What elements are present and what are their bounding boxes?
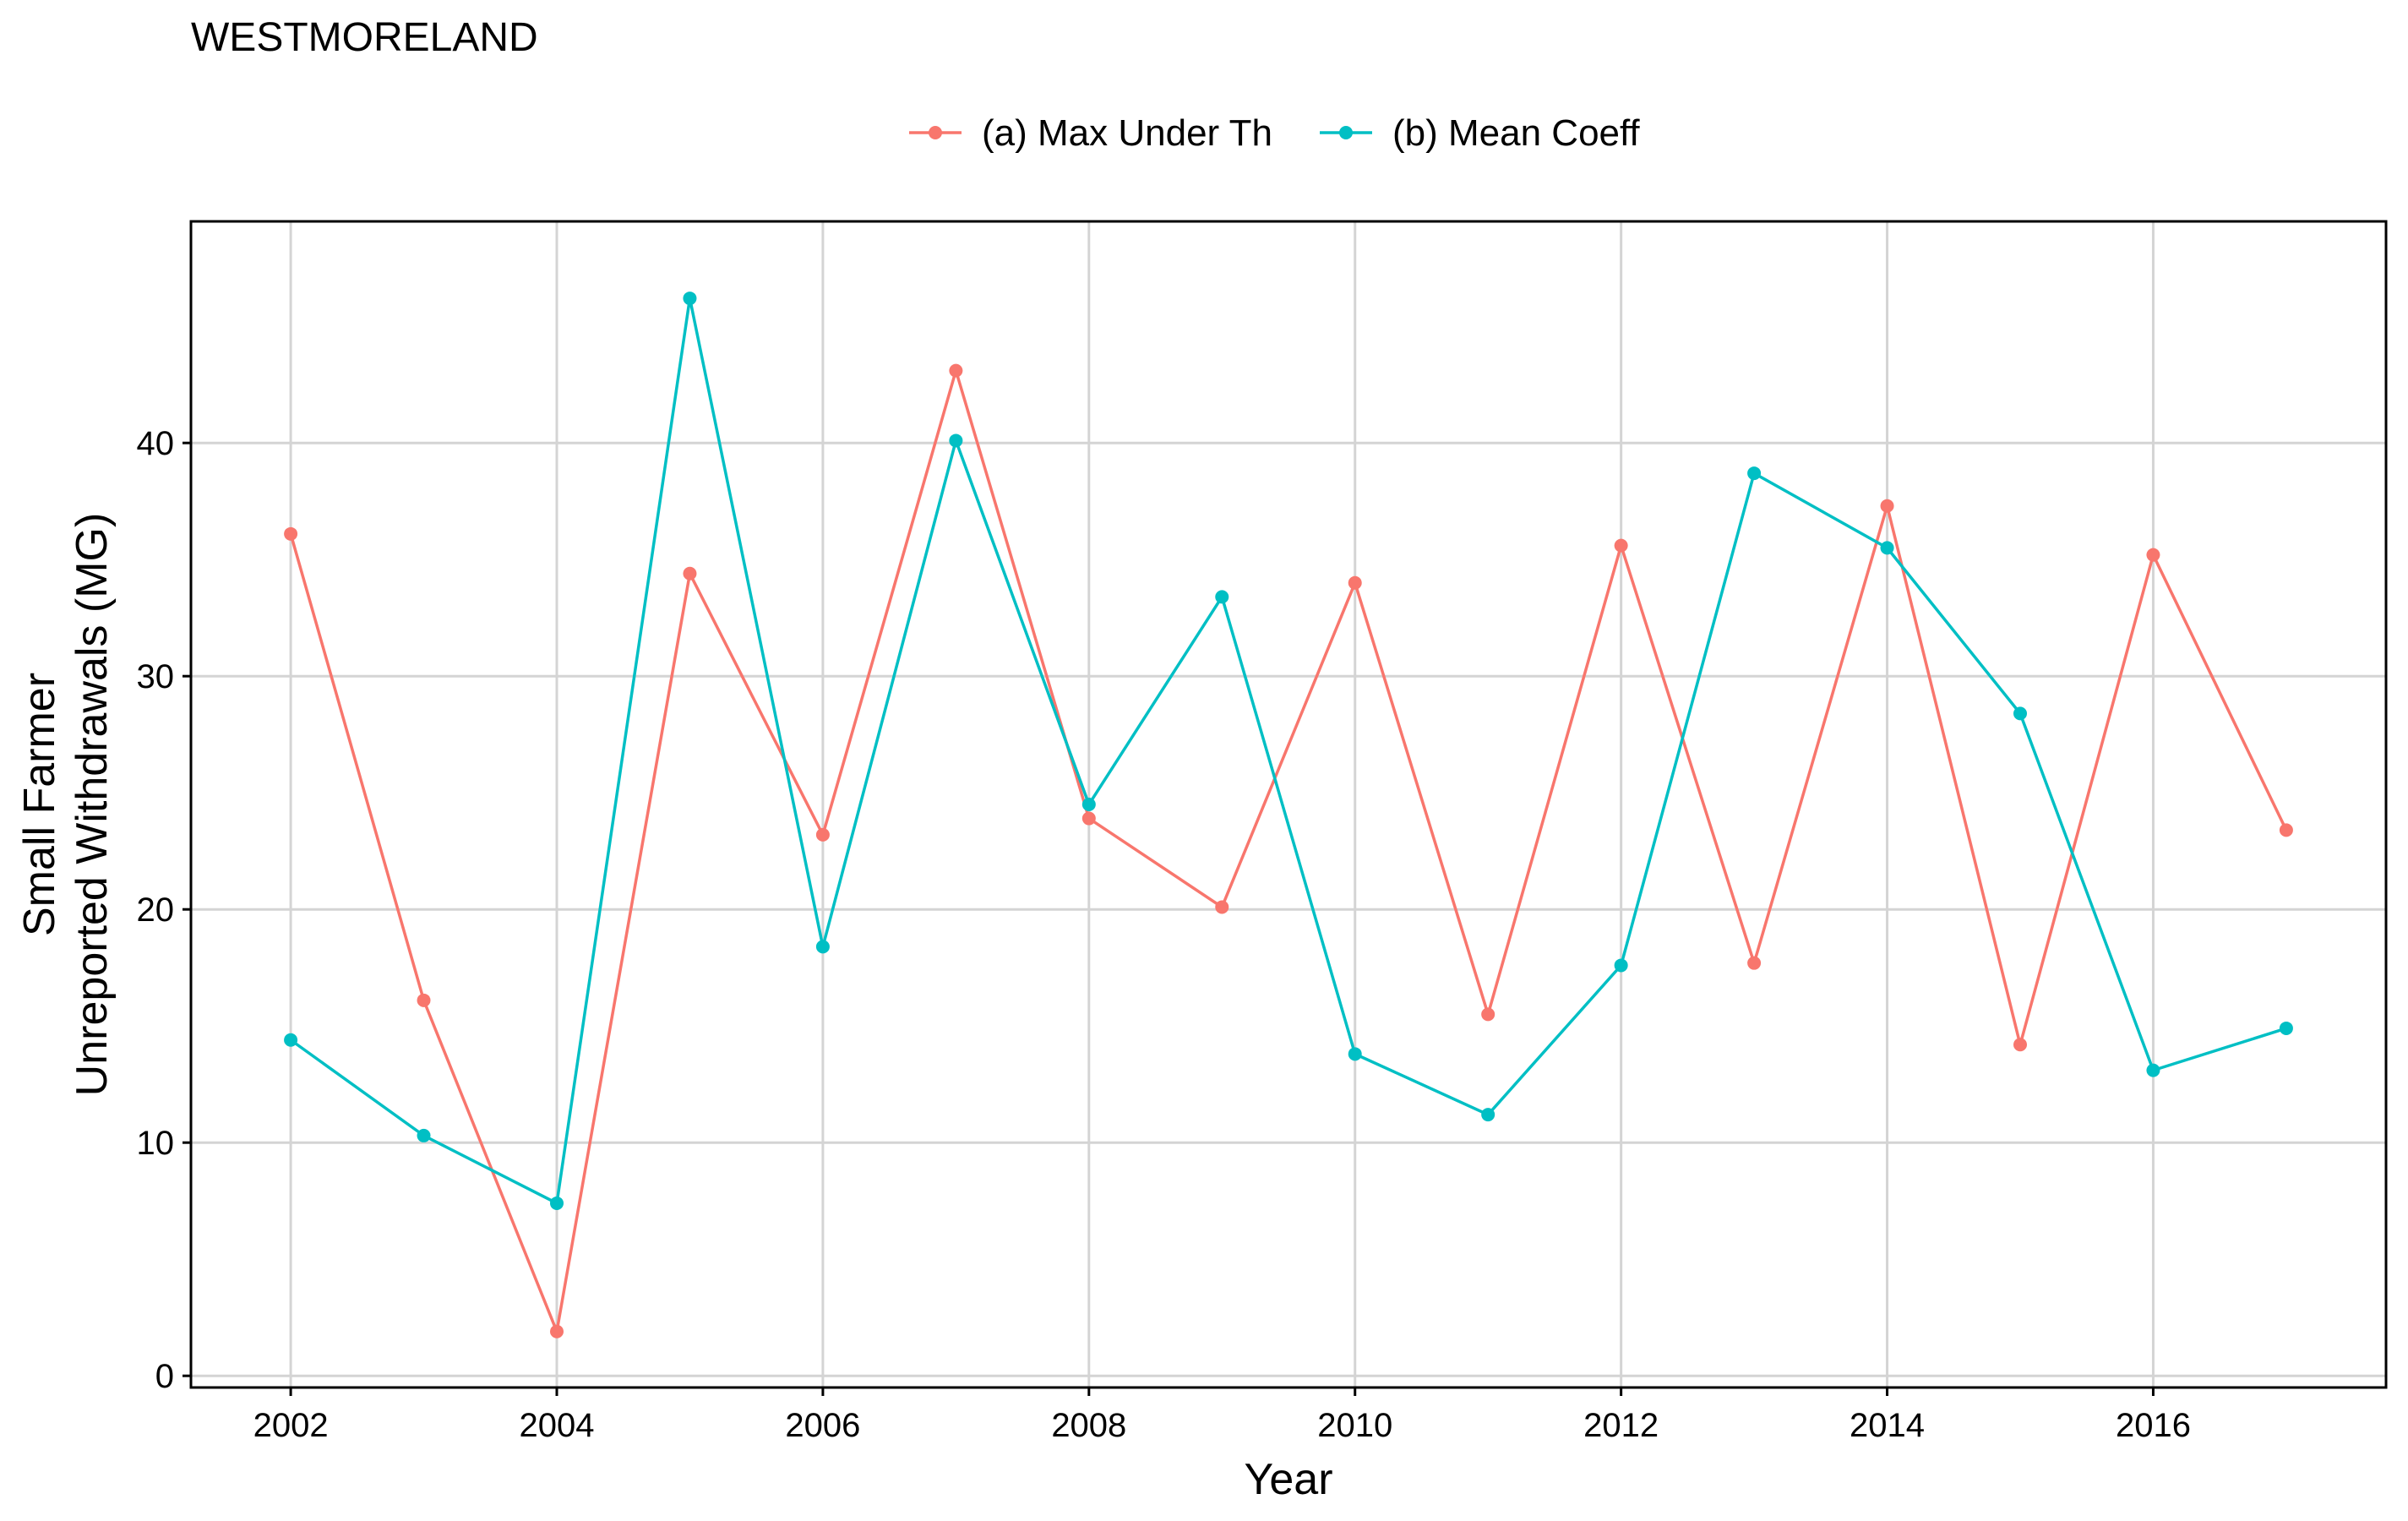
series-line (290, 297, 2287, 1206)
data-point (683, 566, 697, 581)
data-point (1481, 1108, 1495, 1122)
data-point (417, 1128, 431, 1142)
y-tick-label: 40 (137, 425, 175, 462)
data-point (1880, 541, 1894, 555)
data-point (550, 1196, 564, 1210)
plot-series (284, 292, 2293, 1338)
data-point (2013, 706, 2027, 721)
legend-key-point (1339, 126, 1353, 139)
data-point (417, 993, 431, 1007)
data-point (284, 1033, 298, 1047)
data-point (1614, 958, 1628, 973)
x-axis-title: Year (1244, 1455, 1332, 1504)
data-point (1215, 900, 1229, 914)
data-point (1481, 1007, 1495, 1022)
x-tick-label: 2002 (253, 1407, 329, 1444)
y-axis-title: Small Farmer Unreported Withdrawals (MG) (15, 513, 117, 1097)
y-tick-label: 0 (155, 1358, 174, 1395)
legend-item-max-under-th: (a) Max Under Th (909, 112, 1272, 154)
data-point (949, 433, 963, 448)
data-point (1348, 1047, 1362, 1061)
chart-title: WESTMORELAND (191, 15, 538, 60)
x-tick-label: 2016 (2116, 1407, 2191, 1444)
data-point (1880, 499, 1894, 513)
data-point (949, 363, 963, 378)
data-point (550, 1324, 564, 1338)
x-tick-label: 2010 (1317, 1407, 1392, 1444)
series-max-under-th (284, 363, 2293, 1338)
legend-item-mean-coeff: (b) Mean Coeff (1320, 112, 1640, 154)
data-point (1081, 798, 1096, 811)
data-point (1614, 538, 1628, 553)
x-tick-label: 2012 (1583, 1407, 1659, 1444)
data-point (1747, 956, 1762, 970)
data-point (2146, 548, 2160, 562)
data-point (2146, 1063, 2160, 1077)
grid (191, 221, 2386, 1387)
y-tick-label: 10 (137, 1125, 175, 1162)
legend-label: (b) Mean Coeff (1392, 112, 1640, 154)
x-tick-label: 2014 (1850, 1407, 1925, 1444)
x-tick-label: 2006 (785, 1407, 860, 1444)
data-point (1081, 811, 1096, 826)
y-axis-title-line-2: Unreported Withdrawals (MG) (68, 513, 117, 1097)
series-mean-coeff (284, 292, 2293, 1210)
legend-label: (a) Max Under Th (982, 112, 1272, 154)
series-line (289, 365, 2288, 1338)
legend: (a) Max Under Th (b) Mean Coeff (909, 112, 1640, 154)
data-point (815, 940, 830, 954)
data-point (1348, 575, 1362, 590)
data-point (683, 292, 697, 306)
axes: 0 10 20 30 40 2002 2004 2006 2008 2010 2012 2014 201… (137, 425, 2191, 1444)
data-point (284, 526, 298, 541)
data-point (1747, 466, 1762, 481)
plot-panel-border (189, 220, 2388, 1389)
x-tick-label: 2008 (1051, 1407, 1126, 1444)
x-tick-label: 2004 (520, 1407, 595, 1444)
y-tick-label: 30 (137, 658, 175, 695)
legend-key-point (929, 126, 942, 139)
data-point (1215, 590, 1229, 604)
data-point (2279, 1021, 2293, 1035)
y-tick-label: 20 (137, 891, 175, 929)
y-axis-title-line-1: Small Farmer (15, 673, 64, 936)
data-point (2279, 823, 2293, 837)
data-point (2013, 1038, 2027, 1052)
data-point (815, 827, 830, 842)
